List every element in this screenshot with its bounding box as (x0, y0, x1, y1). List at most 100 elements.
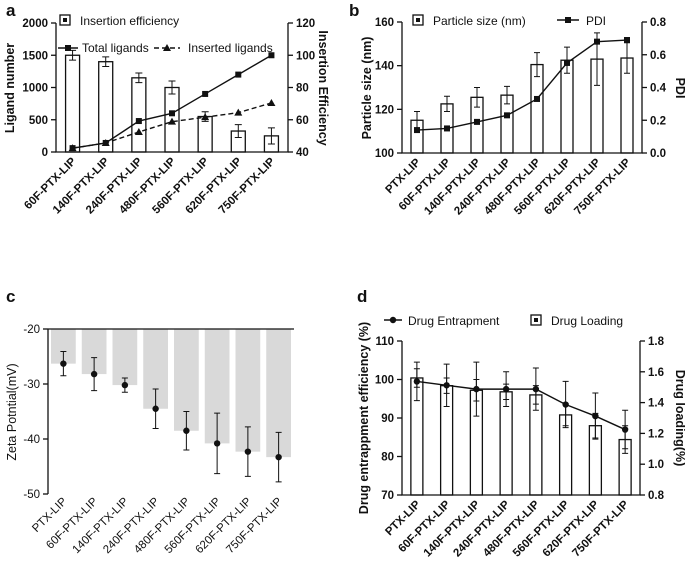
data-point (267, 98, 276, 106)
error-bar (168, 80, 176, 95)
y-tick-label: 1000 (22, 83, 48, 95)
legend-swatch-dot (63, 18, 67, 22)
data-point (244, 448, 252, 455)
error-bar (234, 124, 242, 138)
y-tick-label: 1.6 (648, 367, 664, 379)
y-tick-label: 1.2 (648, 428, 664, 440)
bar (499, 391, 513, 496)
y-axis-label: Drug entrappment efficiency (%) (357, 322, 371, 514)
data-point (90, 370, 98, 378)
y-tick-label: 120 (296, 18, 315, 30)
data-point (562, 401, 569, 408)
y-axis-label-right: PDI (673, 78, 685, 99)
y-tick-label: 0.8 (650, 17, 667, 29)
bar (112, 329, 138, 386)
y-tick-label: 70 (381, 490, 394, 502)
data-point (169, 110, 175, 117)
data-point (564, 59, 570, 66)
data-point (502, 385, 510, 393)
data-point (213, 440, 221, 447)
y-tick-label: 2000 (22, 18, 48, 30)
legend: Insertion efficiency Total ligands Inserte… (58, 14, 273, 55)
y-tick-label: 0.4 (650, 83, 667, 95)
y-tick-label: -20 (23, 324, 40, 336)
y-tick-label: 110 (375, 336, 394, 348)
legend: Drug Entrapment Drug Loading (384, 314, 623, 328)
y-tick-label: 80 (296, 83, 309, 95)
data-point (275, 453, 282, 461)
data-point (68, 144, 77, 152)
legend-marker (163, 44, 171, 51)
y-axis-label: Particle size (nm) (360, 37, 374, 140)
y-axis-label: Ligand number (3, 43, 17, 133)
y-tick-label: 0.0 (650, 148, 666, 160)
y-tick-label: 140 (375, 61, 394, 73)
data-point (414, 127, 420, 134)
data-point (183, 427, 190, 434)
panel-label: d (357, 287, 367, 306)
y-tick-label: 120 (375, 104, 394, 116)
data-point (594, 38, 600, 45)
legend-label: Insertion efficiency (80, 14, 179, 28)
y-tick-label: 1.0 (648, 459, 664, 471)
y-tick-label: 500 (29, 115, 48, 127)
y-tick-label: 80 (381, 452, 394, 464)
data-point (201, 113, 210, 121)
bar (560, 59, 574, 154)
y-tick-label: 100 (375, 148, 394, 160)
legend-label: Drug Entrapment (408, 314, 500, 328)
y-tick-label: 0.2 (650, 115, 666, 127)
y-axis-label: Zeta Potntial(mV) (5, 363, 19, 460)
y-tick-label: 100 (375, 375, 394, 387)
panel-c: c-20-30-40-50PTX-LIP60F-PTX-LIP140F-PTX-… (5, 287, 294, 556)
y-tick-label: 0.8 (648, 490, 665, 502)
y-tick-label: 40 (296, 147, 309, 159)
y-axis-label-right: Drug loading(%) (673, 370, 685, 467)
data-point (168, 117, 176, 125)
data-point (60, 360, 67, 367)
bar (64, 54, 81, 153)
y-tick-label: 0 (42, 147, 48, 159)
data-point (621, 426, 629, 433)
error-bar (534, 52, 540, 78)
panel-label: c (6, 287, 15, 306)
panel-b: b1001201401600.00.20.40.60.8PTX-LIP60F-P… (349, 1, 685, 218)
error-bar (474, 87, 480, 108)
y-tick-label: 1.8 (648, 336, 665, 348)
data-point (234, 108, 243, 116)
x-tick-label: 750F-PTX-LIP (572, 156, 633, 217)
legend-label: Inserted ligands (188, 41, 273, 55)
x-tick-label: 60F-PTX-LIP (396, 498, 453, 555)
data-point (473, 385, 480, 393)
error-bar (102, 56, 110, 68)
data-point (444, 125, 450, 132)
data-point (504, 112, 510, 119)
legend-label: Drug Loading (551, 314, 623, 328)
data-point (443, 382, 450, 389)
panel-a: a050010001500200040608010012060F-PTX-LIP… (3, 1, 330, 217)
data-point (474, 118, 480, 125)
data-point (134, 128, 143, 136)
panel-label: a (6, 1, 16, 20)
bar (530, 63, 544, 154)
x-tick-label: 750F-PTX-LIP (224, 495, 285, 556)
legend-marker (565, 17, 571, 23)
panel-d: d7080901001100.81.01.21.41.61.8PTX-LIP60… (357, 287, 685, 560)
legend-label: Particle size (nm) (433, 14, 526, 28)
legend: Particle size (nm) PDI (412, 14, 606, 28)
error-bar (504, 85, 510, 105)
y-tick-label: 0.6 (650, 50, 666, 62)
data-point (532, 385, 540, 393)
data-point (135, 118, 142, 125)
legend-swatch-dot (534, 318, 538, 322)
data-point (202, 90, 209, 97)
error-bar (444, 95, 450, 113)
y-tick-label: 100 (296, 50, 315, 62)
y-tick-label: -50 (23, 489, 40, 501)
data-point (624, 37, 630, 44)
legend-marker (389, 316, 397, 324)
series-line (416, 380, 626, 431)
data-point (592, 412, 599, 420)
data-point (534, 95, 540, 102)
y-tick-label: 1.4 (648, 398, 665, 410)
